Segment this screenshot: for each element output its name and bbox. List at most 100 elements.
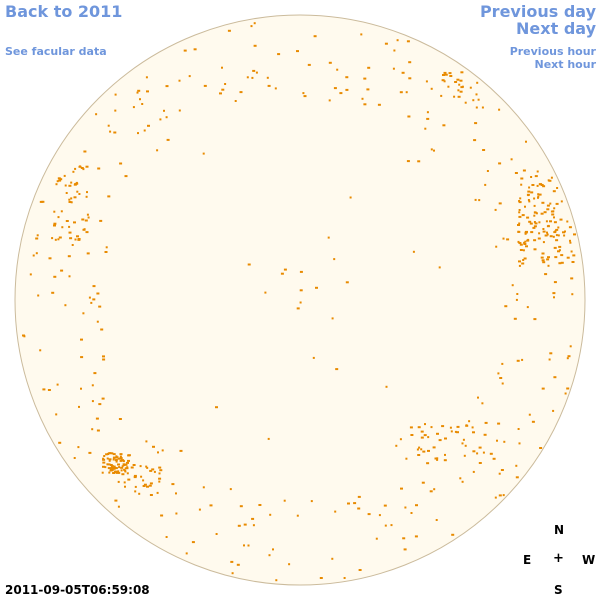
facula-speck <box>500 469 504 471</box>
facula-speck <box>531 184 535 186</box>
facula-speck <box>518 442 521 445</box>
facula-speck <box>236 563 240 566</box>
next-hour-link[interactable]: Next hour <box>534 58 597 71</box>
facula-speck <box>420 448 423 451</box>
facula-speck <box>460 71 464 74</box>
facula-speck <box>68 231 72 234</box>
facula-speck <box>552 409 555 412</box>
facula-speck <box>498 108 501 111</box>
facula-speck <box>539 447 543 449</box>
facula-speck <box>443 459 447 462</box>
facula-speck <box>283 268 287 271</box>
facula-speck <box>395 444 398 447</box>
facula-speck <box>542 230 546 233</box>
facula-speck <box>268 554 271 557</box>
facula-speck <box>107 124 110 127</box>
facula-speck <box>58 236 62 239</box>
facula-speck <box>102 355 105 358</box>
facula-speck <box>471 426 474 429</box>
facula-speck <box>345 281 349 284</box>
facula-speck <box>116 470 119 473</box>
facula-speck <box>533 239 537 242</box>
facula-speck <box>127 454 131 457</box>
facula-speck <box>178 109 181 112</box>
facula-speck <box>110 465 114 468</box>
compass-east-label: E <box>523 553 532 567</box>
see-facular-data-link[interactable]: See facular data <box>5 45 107 58</box>
facula-speck <box>478 199 481 202</box>
facula-speck <box>504 305 508 308</box>
facula-speck <box>518 260 521 263</box>
facula-speck <box>142 479 145 482</box>
facula-speck <box>41 200 45 203</box>
facula-speck <box>524 240 527 243</box>
facula-speck <box>215 533 218 535</box>
facula-speck <box>542 241 545 244</box>
facula-speck <box>533 318 537 321</box>
facula-speck <box>121 473 125 476</box>
back-to-year-link[interactable]: Back to 2011 <box>5 2 123 21</box>
facula-speck <box>469 86 472 89</box>
facula-speck <box>109 130 112 133</box>
facula-speck <box>70 201 73 204</box>
facula-speck <box>546 225 550 228</box>
facula-speck <box>540 212 544 215</box>
facula-speck <box>124 175 128 178</box>
facula-speck <box>327 236 330 239</box>
facula-speck <box>515 476 519 479</box>
facula-speck <box>243 544 245 547</box>
facula-speck <box>118 471 121 474</box>
facula-speck <box>47 389 51 391</box>
facula-speck <box>183 49 187 52</box>
facula-speck <box>81 218 85 221</box>
facula-speck <box>161 449 164 452</box>
facula-speck <box>465 424 469 427</box>
facula-speck <box>536 184 539 187</box>
facula-speck <box>108 452 112 455</box>
facula-speck <box>247 544 250 547</box>
facula-speck <box>353 502 357 505</box>
facula-speck <box>533 221 536 223</box>
facula-speck <box>360 33 363 36</box>
facula-speck <box>156 149 159 152</box>
facula-speck <box>559 218 563 221</box>
facula-speck <box>253 22 256 25</box>
facula-speck <box>198 508 201 511</box>
facula-speck <box>501 382 504 385</box>
facula-speck <box>426 117 430 120</box>
facula-speck <box>239 91 243 94</box>
facula-speck <box>83 150 87 153</box>
facula-speck <box>461 442 464 445</box>
facula-speck <box>553 221 557 224</box>
facula-speck <box>68 201 72 203</box>
facula-speck <box>258 504 262 506</box>
facula-speck <box>524 205 526 208</box>
facula-speck <box>53 222 57 225</box>
facula-speck <box>472 470 475 473</box>
facula-speck <box>526 239 530 242</box>
facula-speck <box>441 79 445 82</box>
facula-speck <box>498 202 502 205</box>
facula-speck <box>80 387 82 390</box>
facula-speck <box>406 40 410 43</box>
facula-speck <box>357 507 361 510</box>
facula-speck <box>569 239 571 242</box>
previous-day-link[interactable]: Previous day <box>479 2 596 21</box>
facula-speck <box>456 78 460 81</box>
next-day-link[interactable]: Next day <box>516 19 596 38</box>
facula-speck <box>552 292 556 295</box>
facula-speck <box>448 72 452 75</box>
previous-hour-link[interactable]: Previous hour <box>509 45 596 58</box>
facula-speck <box>334 510 337 513</box>
facula-speck <box>156 491 159 494</box>
facula-speck <box>384 42 388 45</box>
facula-speck <box>442 74 445 76</box>
facula-speck <box>239 505 243 508</box>
facula-speck <box>104 466 107 469</box>
facula-speck <box>80 338 83 341</box>
facula-speck <box>65 220 69 222</box>
facula-speck <box>160 514 164 517</box>
facula-speck <box>460 86 464 89</box>
facula-speck <box>296 514 299 517</box>
facula-speck <box>107 452 110 455</box>
